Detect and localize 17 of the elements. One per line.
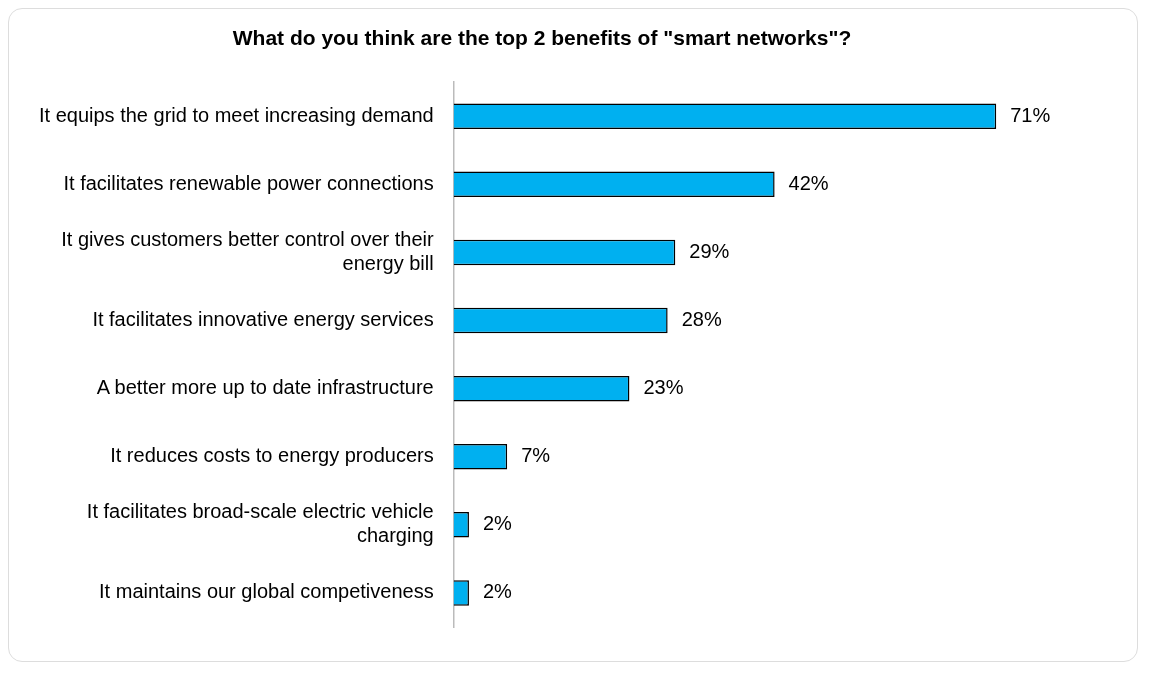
data-label: 28% [681, 308, 722, 331]
y-tick-label: It facilitates innovative energy services [92, 308, 434, 331]
y-tick-label: It facilitates renewable power connections [63, 171, 434, 194]
chart-title: What do you think are the top 2 benefits of "smart networks"? [232, 26, 852, 50]
y-tick-label: It gives customers better control over their energy bill [61, 227, 435, 274]
y-tick-label: A better more up to date infrastructure [96, 376, 434, 399]
data-label: 7% [521, 444, 551, 467]
data-label: 29% [689, 239, 730, 262]
data-label: 42% [788, 171, 829, 194]
data-label: 2% [482, 512, 513, 535]
data-label: 2% [482, 580, 513, 603]
y-tick-label: It equips the grid to meet increasing demand [38, 103, 434, 126]
data-label: 23% [643, 376, 684, 399]
y-tick-label: It maintains our global competiveness [99, 580, 434, 603]
y-tick-label: It facilitates broad-scale electric vehicle charging [86, 500, 434, 547]
data-label: 71% [1010, 103, 1051, 126]
y-tick-label: It reduces costs to energy producers [110, 444, 434, 467]
